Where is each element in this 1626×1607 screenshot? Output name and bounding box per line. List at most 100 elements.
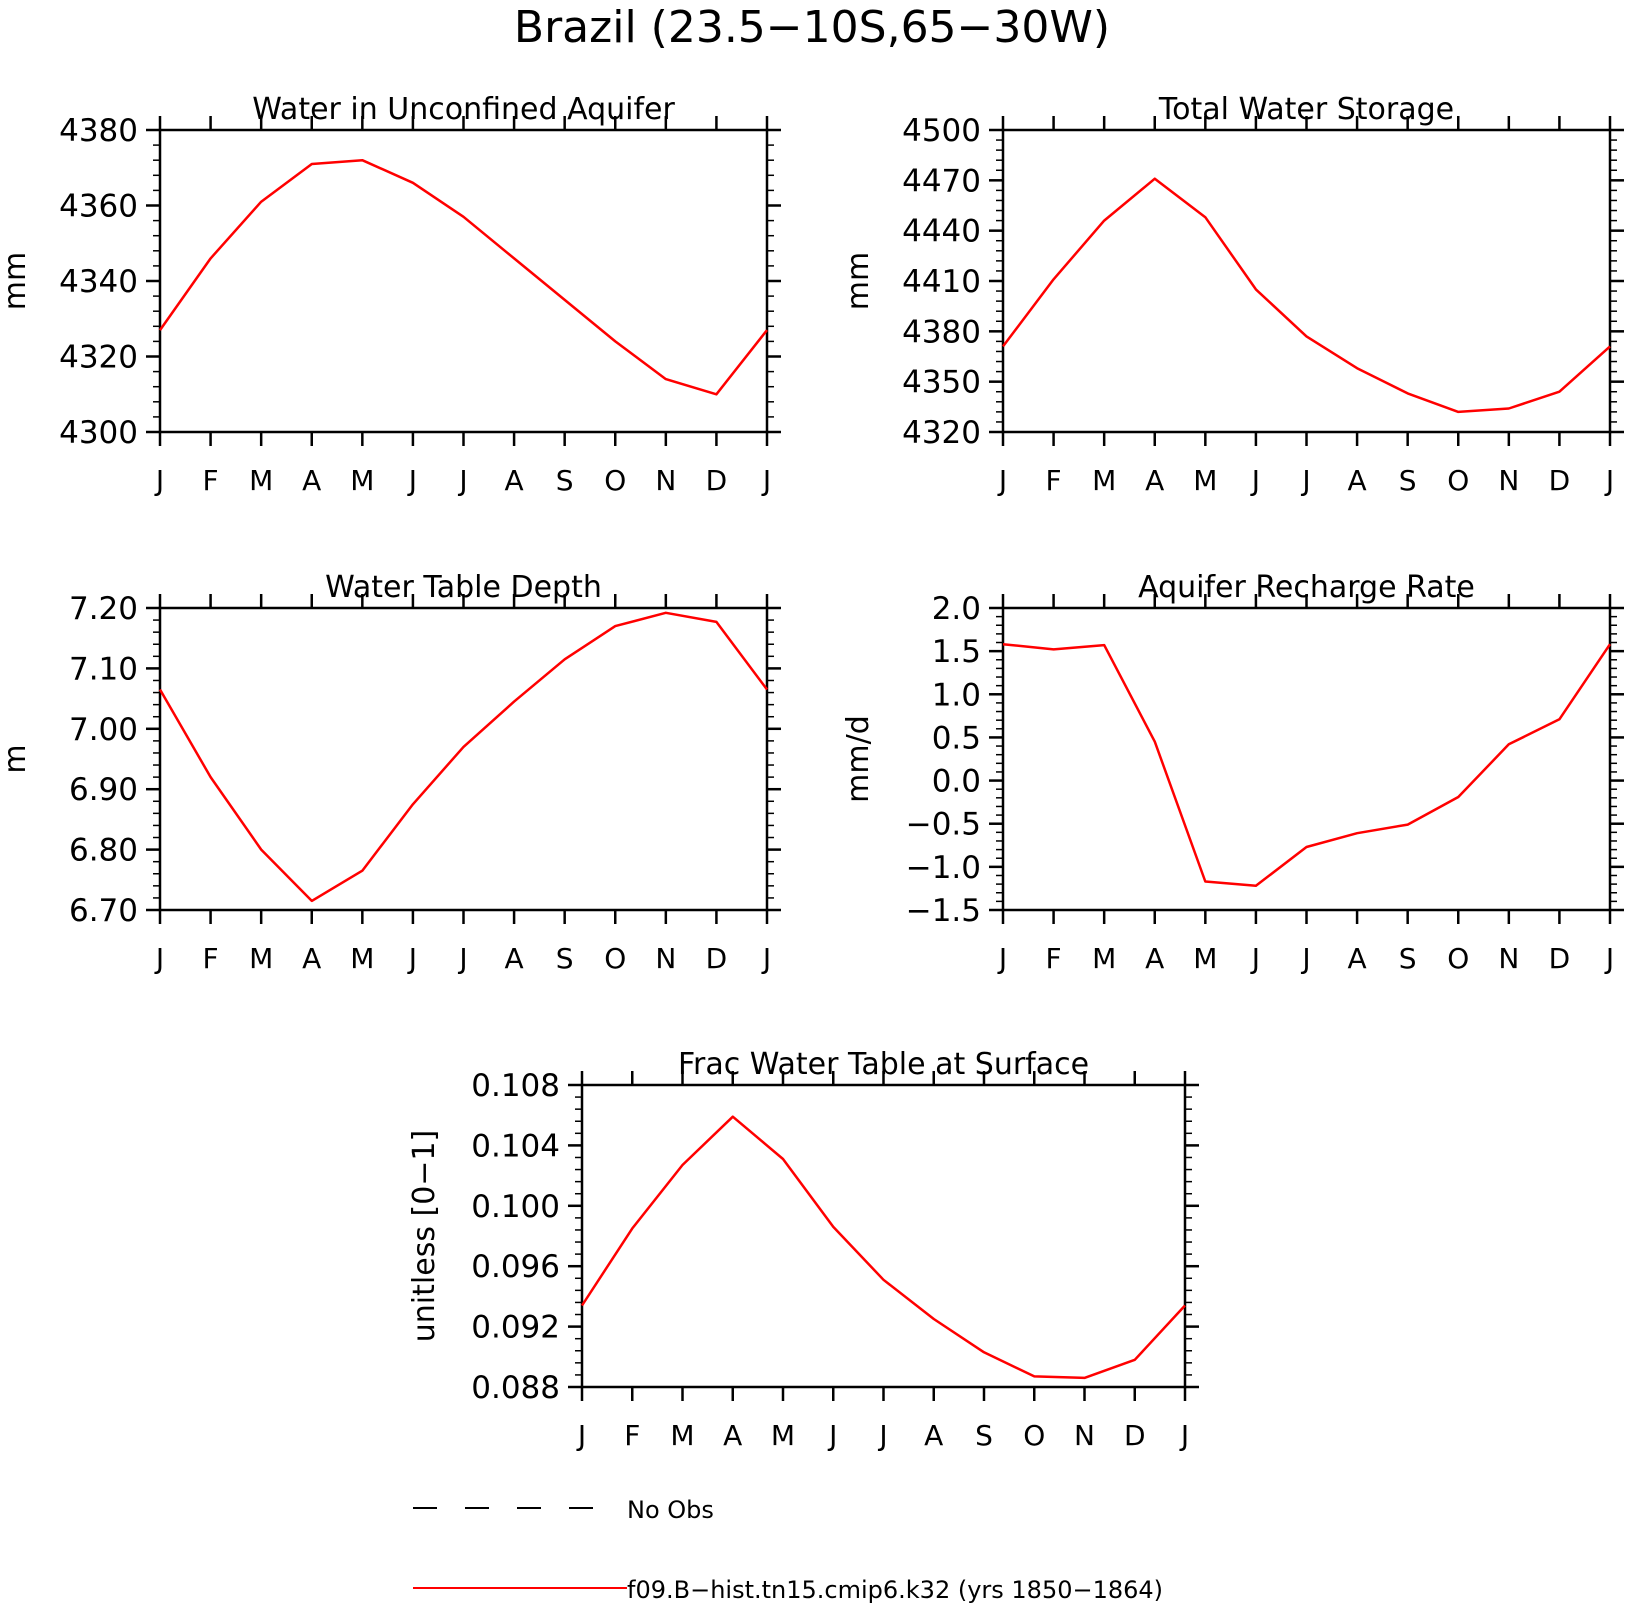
x-tick-label: M [1092,464,1116,497]
x-tick-label: N [1074,1419,1095,1452]
y-tick-label: 4340 [59,264,138,300]
y-tick-label: 4350 [902,365,981,401]
x-tick-label: M [249,464,273,497]
x-tick-label: D [1124,1419,1146,1452]
x-tick-label: N [1498,464,1519,497]
x-tick-label: A [302,464,321,497]
y-tick-label: 0.088 [471,1370,560,1406]
y-tick-label: 4410 [902,264,981,300]
x-tick-label: D [706,942,728,975]
series-line [1002,642,1612,888]
y-tick-label: 0.0 [932,764,981,800]
x-tick-label: N [655,942,676,975]
y-tick-label: 4320 [902,415,981,451]
y-tick-label: 6.80 [69,833,138,869]
y-tick-label: 0.108 [471,1068,560,1104]
x-tick-label: J [1300,464,1310,497]
y-tick-label: 2.0 [932,591,981,627]
x-tick-label: J [877,1419,887,1452]
y-tick-label: 6.90 [69,772,138,808]
y-tick-label: 7.00 [69,712,138,748]
x-tick-label: M [350,942,374,975]
series-line [1002,177,1611,414]
x-tick-label: N [655,464,676,497]
x-tick-label: A [302,942,321,975]
plot-frame [1001,606,1612,912]
x-tick-label: O [604,464,626,497]
y-tick-label: −1.0 [906,850,981,886]
series-line [158,158,768,396]
x-tick-label: M [350,464,374,497]
x-tick-label: J [457,942,467,975]
x-tick-label: A [505,942,524,975]
y-tick-label: 0.5 [932,720,981,756]
y-tick-label: 1.5 [932,634,981,670]
y-tick-label: 7.20 [69,591,138,627]
x-tick-label: J [154,464,164,497]
x-tick-label: J [576,1419,586,1452]
x-tick-label: F [203,464,219,497]
x-tick-label: M [1193,464,1217,497]
figure-title: Brazil (23.5−10S,65−30W) [514,2,1110,53]
y-tick-label: 4380 [902,314,981,350]
x-tick-label: S [1399,942,1417,975]
x-tick-label: J [1300,942,1310,975]
x-tick-label: M [249,942,273,975]
y-tick-label: −1.5 [906,893,981,929]
legend-no-obs-label: No Obs [627,1496,714,1524]
x-tick-label: N [1498,942,1519,975]
x-tick-label: S [556,464,574,497]
x-tick-label: M [670,1419,694,1452]
x-tick-label: J [407,464,417,497]
y-tick-label: 0.096 [471,1249,560,1285]
x-tick-label: J [1250,942,1260,975]
x-tick-label: J [1604,464,1614,497]
y-tick-label: −0.5 [906,807,981,843]
x-tick-label: S [1399,464,1417,497]
y-tick-label: 0.104 [471,1128,560,1164]
x-tick-label: A [1348,942,1367,975]
y-tick-label: 6.70 [69,893,138,929]
legend-model-label: f09.B−hist.tn15.cmip6.k32 (yrs 1850−1864… [627,1576,1163,1604]
y-tick-label: 7.10 [69,651,138,687]
y-tick-label: 4500 [902,113,981,149]
x-tick-label: S [556,942,574,975]
x-tick-label: A [723,1419,742,1452]
x-tick-label: D [1549,464,1571,497]
y-tick-label: 0.092 [471,1310,560,1346]
x-tick-label: J [1604,942,1614,975]
plot-frame [158,128,769,434]
x-tick-label: S [975,1419,993,1452]
y-tick-label: 4320 [59,340,138,376]
x-tick-label: O [604,942,626,975]
x-tick-label: F [1046,942,1062,975]
x-tick-label: J [827,1419,837,1452]
series-line [158,611,769,903]
x-tick-label: O [1023,1419,1045,1452]
y-axis-label: unitless [0−1] [407,1130,442,1342]
x-tick-label: A [1145,942,1164,975]
x-tick-label: J [997,464,1007,497]
x-tick-label: A [1145,464,1164,497]
x-tick-label: J [997,942,1007,975]
legend: No Obs f09.B−hist.tn15.cmip6.k32 (yrs 18… [413,1496,1163,1604]
x-tick-label: J [407,942,417,975]
x-tick-label: M [1092,942,1116,975]
plot-frame [158,606,769,912]
x-tick-label: M [771,1419,795,1452]
x-tick-label: A [1348,464,1367,497]
series-line [580,1115,1186,1380]
x-tick-label: D [1549,942,1571,975]
x-tick-label: M [1193,942,1217,975]
x-tick-label: O [1447,942,1469,975]
x-tick-label: J [457,464,467,497]
x-tick-label: J [1250,464,1260,497]
x-tick-label: O [1447,464,1469,497]
y-tick-label: 4380 [59,113,138,149]
y-axis-label: mm [0,252,33,310]
